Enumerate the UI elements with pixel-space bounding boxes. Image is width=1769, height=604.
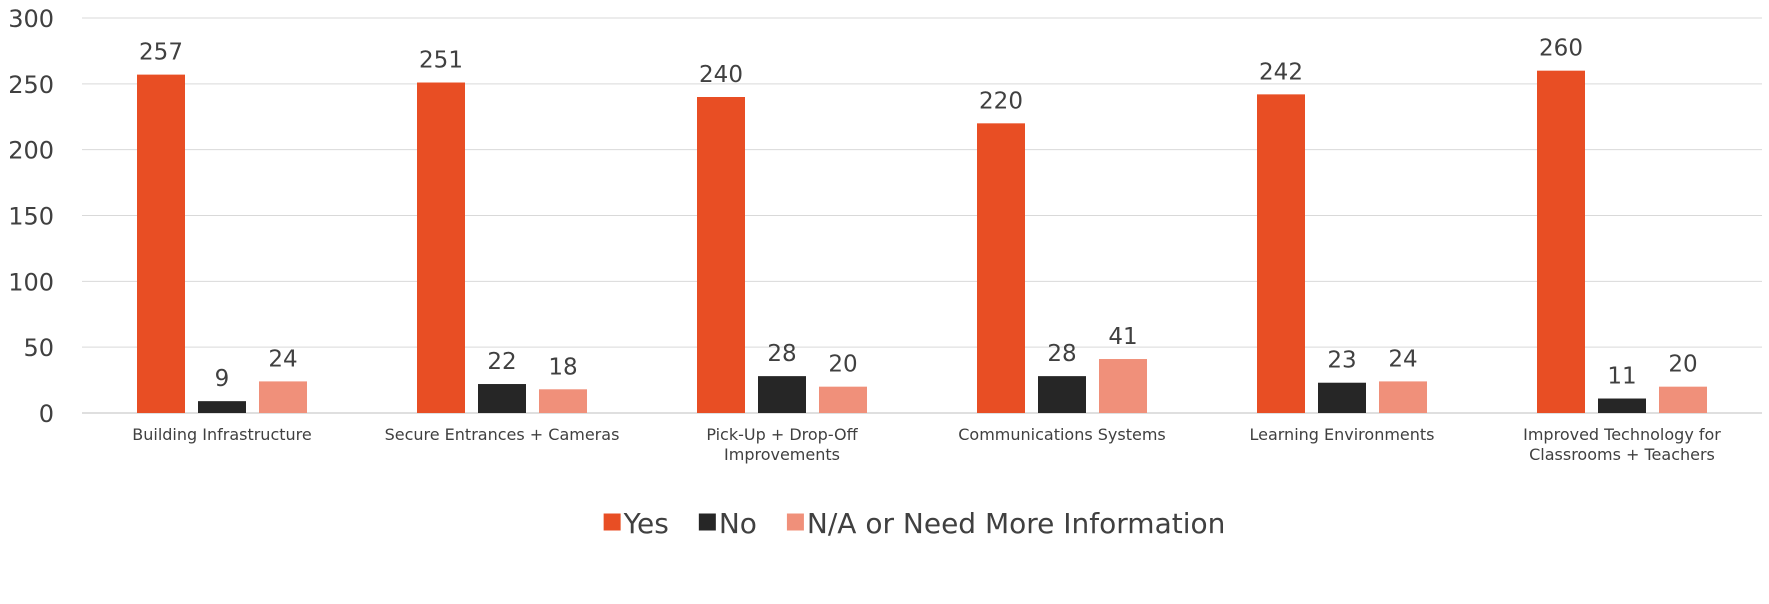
category-label: Learning Environments — [1249, 425, 1434, 444]
data-label: 11 — [1607, 364, 1636, 390]
y-axis-ticks: 0 50 100 150 200 250 300 — [8, 5, 54, 428]
data-label: 240 — [699, 62, 743, 88]
data-label: 220 — [979, 88, 1023, 114]
category-label: Building Infrastructure — [132, 425, 311, 444]
bar-n-a-or-need-more-information — [259, 381, 307, 413]
data-label: 24 — [1388, 346, 1417, 372]
legend-label: Yes — [623, 507, 669, 540]
y-tick-label: 0 — [39, 400, 54, 428]
category-label: Pick-Up + Drop-Off — [706, 425, 858, 444]
bar-no — [1598, 398, 1646, 413]
bar-no — [1318, 382, 1366, 413]
bar-yes — [1257, 94, 1305, 413]
bar-n-a-or-need-more-information — [819, 386, 867, 413]
legend-label: N/A or Need More Information — [807, 507, 1225, 540]
category-label: Improved Technology for — [1523, 425, 1721, 444]
y-tick-label: 50 — [23, 334, 54, 362]
data-label: 251 — [419, 48, 463, 74]
bar-yes — [1537, 70, 1585, 414]
category-label: Classrooms + Teachers — [1529, 445, 1715, 464]
legend-swatch — [603, 513, 621, 531]
bar-yes — [137, 74, 185, 413]
data-label: 257 — [139, 40, 183, 66]
bar-yes — [977, 123, 1025, 413]
bar-n-a-or-need-more-information — [1099, 359, 1147, 413]
data-label: 28 — [1047, 341, 1076, 367]
data-label: 18 — [548, 354, 577, 380]
category-label: Communications Systems — [958, 425, 1166, 444]
gridlines — [82, 17, 1762, 414]
bar-no — [758, 376, 806, 413]
y-tick-label: 100 — [8, 268, 54, 296]
legend-label: No — [719, 507, 757, 540]
bar-no — [1038, 376, 1086, 413]
data-label: 23 — [1327, 348, 1356, 374]
data-label: 41 — [1108, 324, 1137, 350]
category-label: Secure Entrances + Cameras — [385, 425, 620, 444]
bar-yes — [697, 97, 745, 413]
data-label: 20 — [828, 352, 857, 378]
bar-no — [198, 401, 246, 413]
bar-n-a-or-need-more-information — [1659, 386, 1707, 413]
data-label: 242 — [1259, 59, 1303, 85]
bar-yes — [417, 82, 465, 414]
data-labels: 257 9 24 251 22 18 240 28 20 220 28 41 242 23 24 260 11 2… — [139, 36, 1698, 392]
y-tick-label: 300 — [8, 5, 54, 33]
bar-n-a-or-need-more-information — [1379, 381, 1427, 413]
data-label: 9 — [215, 366, 230, 392]
y-tick-label: 250 — [8, 71, 54, 99]
data-label: 20 — [1668, 352, 1697, 378]
y-tick-label: 150 — [8, 203, 54, 231]
legend-swatch — [786, 513, 804, 531]
legend: Yes No N/A or Need More Information — [603, 507, 1225, 540]
data-label: 22 — [487, 349, 516, 375]
bar-n-a-or-need-more-information — [539, 389, 587, 413]
bar-no — [478, 384, 526, 413]
y-tick-label: 200 — [8, 137, 54, 165]
x-axis-categories: Building Infrastructure Secure Entrances … — [132, 425, 1721, 464]
data-label: 28 — [767, 341, 796, 367]
data-label: 260 — [1539, 36, 1583, 62]
bars — [137, 70, 1707, 414]
legend-swatch — [698, 513, 716, 531]
category-label: Improvements — [724, 445, 840, 464]
data-label: 24 — [268, 346, 297, 372]
